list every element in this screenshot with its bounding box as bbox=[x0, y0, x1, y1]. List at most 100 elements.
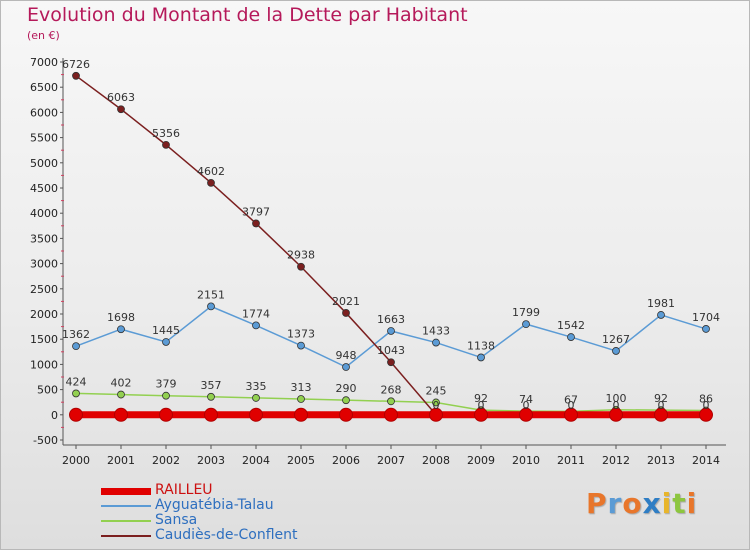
data-label: 335 bbox=[246, 380, 267, 393]
data-point bbox=[609, 407, 623, 422]
x-tick-label: 2008 bbox=[422, 454, 450, 467]
legend-item: Ayguatébia-Talau bbox=[101, 497, 401, 513]
data-label: 1542 bbox=[557, 319, 585, 332]
data-label: 5356 bbox=[152, 127, 180, 140]
brand-letter: x bbox=[642, 487, 662, 520]
legend: RAILLEU Ayguatébia-Talau Sansa Caudiès-de-C… bbox=[101, 482, 401, 543]
data-label: 67 bbox=[564, 393, 578, 406]
data-label: 4602 bbox=[197, 165, 225, 178]
x-tick-label: 2003 bbox=[197, 454, 225, 467]
data-point bbox=[342, 363, 350, 371]
legend-swatch bbox=[101, 520, 151, 522]
data-point bbox=[72, 342, 80, 351]
data-point bbox=[162, 338, 170, 346]
legend-swatch bbox=[101, 488, 151, 495]
data-point bbox=[252, 219, 260, 228]
data-label: 0 bbox=[613, 399, 620, 412]
x-tick-label: 2004 bbox=[242, 454, 270, 467]
x-tick-label: 2009 bbox=[467, 454, 495, 467]
x-tick-label: 2001 bbox=[107, 454, 135, 467]
data-label: 2151 bbox=[197, 288, 225, 301]
chart-subtitle: (en €) bbox=[27, 29, 60, 42]
y-tick-label: 2000 bbox=[30, 308, 58, 321]
data-point bbox=[69, 407, 83, 422]
x-tick-label: 2013 bbox=[647, 454, 675, 467]
data-label: 0 bbox=[523, 399, 530, 412]
data-point bbox=[432, 398, 440, 407]
x-tick-label: 2011 bbox=[557, 454, 585, 467]
data-label: 268 bbox=[381, 383, 402, 396]
data-label: 1704 bbox=[692, 311, 720, 324]
data-point bbox=[612, 347, 620, 355]
data-point bbox=[654, 407, 668, 422]
data-point bbox=[297, 262, 305, 271]
data-point bbox=[204, 407, 218, 422]
data-point bbox=[117, 390, 125, 399]
x-tick-label: 2010 bbox=[512, 454, 540, 467]
data-point bbox=[522, 320, 530, 329]
x-tick-label: 2005 bbox=[287, 454, 315, 467]
data-label: 2021 bbox=[332, 295, 360, 308]
legend-label: RAILLEU bbox=[155, 482, 213, 498]
legend-item: Caudiès-de-Conflent bbox=[101, 527, 401, 543]
data-label: 0 bbox=[433, 399, 440, 412]
y-tick-label: 4500 bbox=[30, 182, 58, 195]
x-tick-label: 2007 bbox=[377, 454, 405, 467]
data-label: 6726 bbox=[62, 58, 90, 71]
brand-letter: o bbox=[622, 487, 643, 520]
data-point bbox=[159, 407, 173, 422]
data-point bbox=[117, 105, 125, 114]
y-tick-label: 7000 bbox=[30, 56, 58, 69]
data-point bbox=[297, 395, 305, 403]
brand-letter: r bbox=[607, 487, 623, 520]
data-point bbox=[72, 71, 80, 80]
data-point bbox=[207, 178, 215, 187]
data-point bbox=[477, 353, 485, 362]
data-label: 245 bbox=[426, 384, 447, 397]
data-label: 1663 bbox=[377, 313, 405, 326]
data-label: 0 bbox=[478, 399, 485, 412]
legend-swatch bbox=[101, 505, 151, 507]
legend-item: Sansa bbox=[101, 512, 401, 528]
data-point bbox=[387, 397, 395, 406]
data-label: 86 bbox=[699, 392, 713, 405]
data-point bbox=[432, 338, 440, 347]
data-label: 379 bbox=[156, 378, 177, 391]
chart-title: Evolution du Montant de la Dette par Hab… bbox=[27, 4, 468, 26]
legend-label: Caudiès-de-Conflent bbox=[155, 527, 298, 543]
data-label: 0 bbox=[568, 399, 575, 412]
data-label: 1981 bbox=[647, 297, 675, 310]
data-point bbox=[387, 327, 395, 335]
x-tick-label: 2002 bbox=[152, 454, 180, 467]
data-point bbox=[702, 325, 710, 333]
data-label: 74 bbox=[519, 393, 533, 406]
legend-label: Sansa bbox=[155, 512, 198, 528]
data-label: 1774 bbox=[242, 307, 270, 320]
data-label: 2938 bbox=[287, 249, 315, 262]
data-point bbox=[249, 407, 263, 422]
y-tick-label: 1500 bbox=[30, 333, 58, 346]
data-point bbox=[162, 140, 170, 149]
data-label: 1433 bbox=[422, 325, 450, 338]
data-label: 1698 bbox=[107, 311, 135, 324]
data-point bbox=[342, 309, 350, 317]
x-tick-label: 2000 bbox=[62, 454, 90, 467]
brand-letter: i bbox=[686, 487, 698, 520]
y-tick-label: 3000 bbox=[30, 258, 58, 271]
legend-item: RAILLEU bbox=[101, 482, 401, 498]
y-tick-label: 5500 bbox=[30, 132, 58, 145]
data-label: 424 bbox=[66, 375, 87, 388]
data-label: 3797 bbox=[242, 205, 270, 218]
data-point bbox=[252, 394, 260, 402]
x-tick-label: 2006 bbox=[332, 454, 360, 467]
y-tick-label: 3500 bbox=[30, 232, 58, 245]
data-label: 100 bbox=[606, 392, 627, 405]
data-label: 1373 bbox=[287, 328, 315, 341]
y-tick-label: 6000 bbox=[30, 106, 58, 119]
brand-letter: P bbox=[586, 487, 608, 520]
data-label: 0 bbox=[703, 399, 710, 412]
brand-letter: t bbox=[672, 487, 687, 520]
y-tick-label: 2500 bbox=[30, 283, 58, 296]
